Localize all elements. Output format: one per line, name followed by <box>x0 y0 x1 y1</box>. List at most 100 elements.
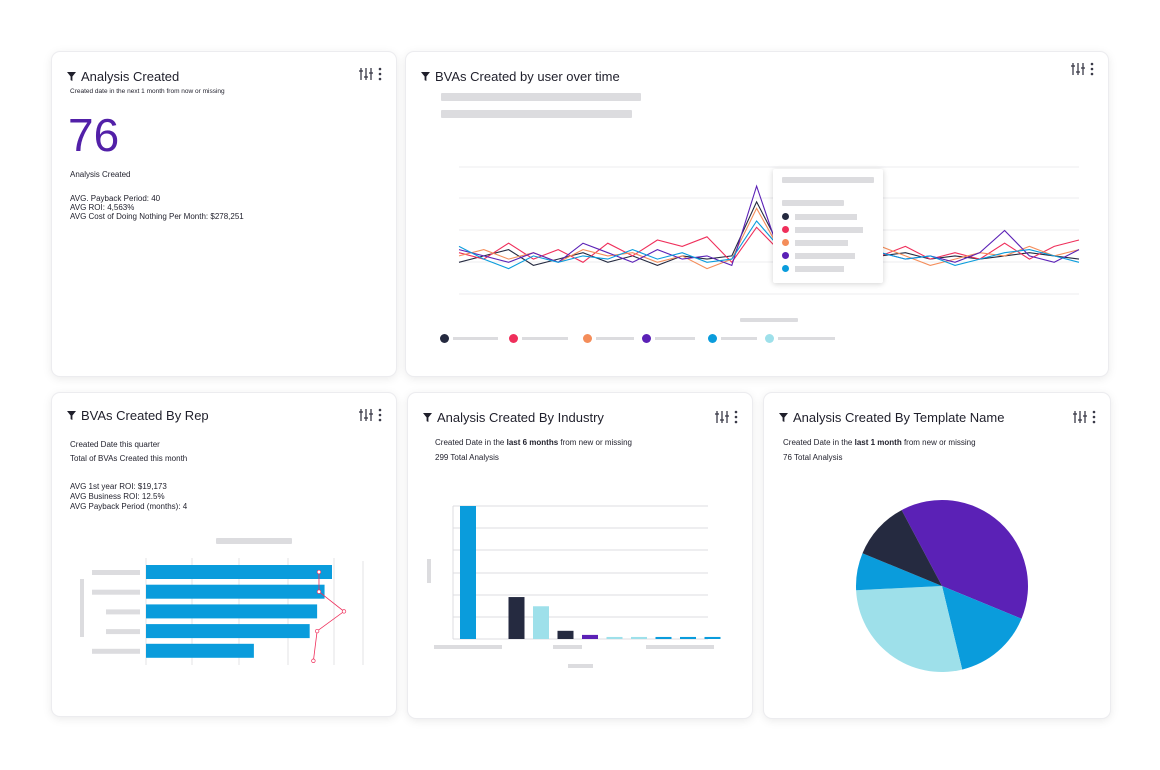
industry-bar <box>460 506 476 639</box>
series-line <box>458 220 1080 270</box>
pie-slice <box>942 586 1022 670</box>
y-axis-label-placeholder <box>80 579 84 637</box>
kebab-menu-icon[interactable] <box>1092 410 1096 424</box>
rep-bar <box>146 643 254 658</box>
filter-text-prefix: Created Date in the <box>783 438 855 447</box>
rep-bar <box>146 624 310 639</box>
legend-dot[interactable] <box>765 334 774 343</box>
x-label-placeholder <box>553 645 582 649</box>
legend-label-placeholder <box>721 337 757 340</box>
sliders-icon[interactable] <box>1073 410 1088 424</box>
tooltip-dot <box>782 252 789 259</box>
card-tools <box>359 67 382 81</box>
card-title: Analysis Created By Industry <box>423 410 604 425</box>
rep-bar <box>146 604 318 619</box>
card-title: BVAs Created By Rep <box>67 408 209 423</box>
sliders-icon[interactable] <box>1071 62 1086 76</box>
pie-slice <box>856 586 963 673</box>
kebab-menu-icon[interactable] <box>378 408 382 422</box>
legend-label-placeholder <box>778 337 835 340</box>
pie-slice <box>901 500 1028 619</box>
card-title-text: Analysis Created By Industry <box>437 410 604 425</box>
card-title-text: Analysis Created By Template Name <box>793 410 1005 425</box>
card-tools <box>359 408 382 422</box>
card-title-text: BVAs Created By Rep <box>81 408 209 423</box>
card-subtitle: Created date in the next 1 month from no… <box>70 88 225 95</box>
legend-label-placeholder <box>596 337 634 340</box>
tooltip-value-placeholder <box>795 214 857 220</box>
rep-bar-chart <box>80 558 364 665</box>
rep-line-point <box>316 589 322 594</box>
legend-label-placeholder <box>522 337 568 340</box>
rep-bar <box>146 565 332 579</box>
industry-bar <box>704 636 721 639</box>
industry-bar <box>557 630 574 639</box>
subtitle-placeholder <box>441 93 641 101</box>
rep-label-placeholder <box>106 609 140 615</box>
card-title: Analysis Created By Template Name <box>779 410 1004 425</box>
rep-label-placeholder <box>92 570 140 575</box>
industry-bar <box>655 636 672 639</box>
metric-line: AVG 1st year ROI: $19,173 <box>70 482 167 491</box>
card-filter-text: Created Date in the last 1 month from ne… <box>783 438 976 448</box>
filter-icon[interactable] <box>67 411 76 420</box>
legend-dot[interactable] <box>440 334 449 343</box>
tooltip-dot <box>782 265 789 272</box>
x-axis-label-placeholder <box>568 664 593 668</box>
template-pie-chart <box>855 500 1028 673</box>
kebab-menu-icon[interactable] <box>1090 62 1094 76</box>
sliders-icon[interactable] <box>715 410 730 424</box>
legend-dot[interactable] <box>509 334 518 343</box>
tooltip-dot <box>782 226 789 233</box>
filter-icon[interactable] <box>779 413 788 422</box>
card-title-text: BVAs Created by user over time <box>435 69 620 84</box>
card-total-text: 299 Total Analysis <box>435 453 499 462</box>
tooltip-title-placeholder <box>782 177 874 183</box>
filter-text-range: last 6 months <box>506 438 559 447</box>
rep-label-placeholder <box>92 589 140 595</box>
bvas-by-rep-card: BVAs Created By Rep Created Date this qu… <box>52 393 396 716</box>
filter-icon[interactable] <box>423 413 432 422</box>
filter-text-suffix: from new or missing <box>558 438 632 447</box>
bvas-by-user-card: BVAs Created by user over time <box>406 52 1108 376</box>
subtitle-placeholder <box>441 110 632 118</box>
rep-label-placeholder <box>106 629 140 635</box>
kebab-menu-icon[interactable] <box>734 410 738 424</box>
filter-icon[interactable] <box>67 72 76 81</box>
analysis-created-card: Analysis Created Created date in the nex… <box>52 52 396 376</box>
rep-bar <box>146 584 325 599</box>
y-axis-label-placeholder <box>427 559 431 583</box>
chart-tooltip <box>773 169 883 283</box>
kebab-menu-icon[interactable] <box>378 67 382 81</box>
card-title-text: Analysis Created <box>81 69 180 84</box>
tooltip-dot <box>782 213 789 220</box>
legend-dot[interactable] <box>642 334 651 343</box>
sliders-icon[interactable] <box>359 67 374 81</box>
sliders-icon[interactable] <box>359 408 374 422</box>
metric-line: AVG Cost of Doing Nothing Per Month: $27… <box>70 212 244 221</box>
card-total-text: Total of BVAs Created this month <box>70 454 188 463</box>
legend-label-placeholder <box>453 337 498 340</box>
rep-line-point <box>341 609 347 614</box>
industry-bar <box>533 606 549 639</box>
legend-dot[interactable] <box>583 334 592 343</box>
card-tools <box>715 410 738 424</box>
axis-label-placeholder <box>740 318 798 322</box>
filter-icon[interactable] <box>421 72 430 81</box>
rep-line-point <box>316 569 322 575</box>
industry-bar <box>631 636 647 639</box>
card-filter-text: Created Date in the last 6 months from n… <box>435 438 632 448</box>
chart-legend <box>440 333 860 345</box>
kpi-value: 76 <box>68 109 120 161</box>
legend-dot[interactable] <box>708 334 717 343</box>
industry-bar <box>582 634 598 639</box>
card-title: Analysis Created <box>67 69 179 84</box>
metric-line: AVG Payback Period (months): 4 <box>70 502 188 511</box>
rep-line-point <box>314 628 320 634</box>
metric-line: AVG ROI: 4,563% <box>70 203 135 212</box>
card-tools <box>1073 410 1096 424</box>
tooltip-subtitle-placeholder <box>782 200 844 206</box>
card-tools <box>1071 62 1094 76</box>
filter-text-range: last 1 month <box>854 438 902 447</box>
filter-text-suffix: from new or missing <box>901 438 976 447</box>
